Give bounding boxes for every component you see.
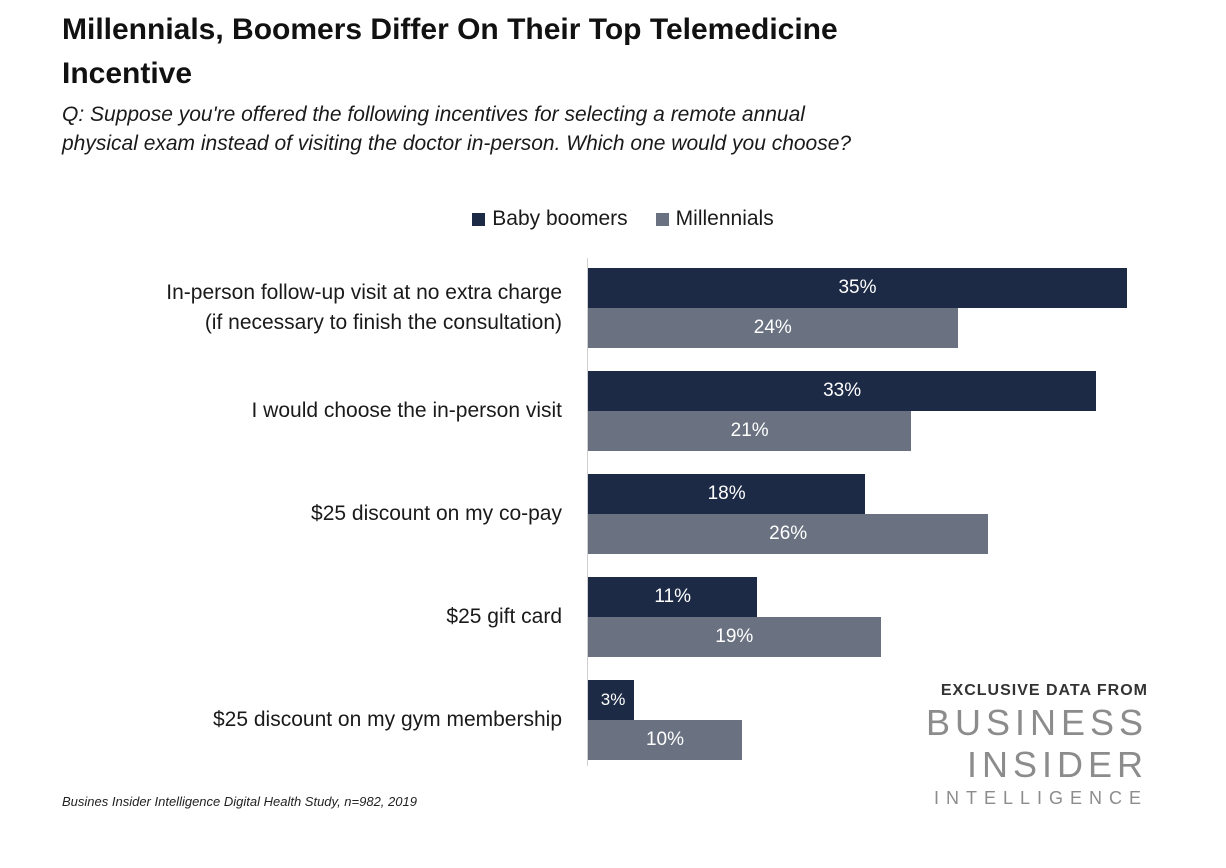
category-axis-line (587, 258, 588, 766)
category-label-line: (if necessary to finish the consultation… (204, 311, 562, 334)
data-label: 33% (823, 380, 862, 401)
chart-title: Millennials, Boomers Differ On Their Top… (62, 13, 838, 90)
category-label-line: $25 discount on my gym membership (213, 708, 562, 731)
category-label-line: In-person follow-up visit at no extra ch… (166, 281, 562, 304)
category-label-line: $25 gift card (446, 605, 562, 628)
category-label-line: $25 discount on my co-pay (311, 502, 562, 525)
legend-item-millennials: Millennials (655, 204, 774, 234)
category-label: $25 discount on my gym membership (213, 705, 562, 735)
logo-line-intelligence: INTELLIGENCE (933, 788, 1148, 808)
bar-baby-boomers (588, 577, 758, 617)
legend-swatch-millennials (655, 212, 669, 226)
legend-label-millennials: Millennials (675, 207, 774, 230)
category-label-line: I would choose the in-person visit (251, 399, 563, 422)
data-label: 11% (654, 586, 691, 607)
data-label: 21% (730, 420, 769, 441)
bar-millennials (588, 411, 912, 451)
chart-subtitle: Q: Suppose you're offered the following … (62, 103, 852, 155)
legend-item-baby-boomers: Baby boomers (472, 204, 628, 234)
category-label: $25 discount on my co-pay (311, 499, 562, 529)
logo-kicker: EXCLUSIVE DATA FROM (940, 682, 1148, 699)
data-label: 19% (715, 626, 754, 647)
data-label: 10% (645, 729, 685, 750)
bar-millennials (588, 514, 989, 554)
data-label: 26% (769, 523, 808, 544)
category-label: $25 gift card (446, 602, 562, 632)
data-label: 24% (753, 317, 792, 338)
logo-line-insider: INSIDER (966, 744, 1148, 785)
bar-baby-boomers (588, 680, 635, 720)
legend-swatch-baby-boomers (472, 212, 486, 226)
legend: Baby boomers Millennials (0, 204, 1226, 234)
category-label: I would choose the in-person visit (252, 396, 563, 426)
bar-millennials (588, 720, 742, 760)
bar-millennials (588, 617, 881, 657)
business-insider-logo: EXCLUSIVE DATA FROM BUSINESS INSIDER INT… (926, 682, 1148, 809)
data-label: 18% (707, 483, 746, 504)
bar-baby-boomers (588, 474, 866, 514)
legend-label-baby-boomers: Baby boomers (492, 207, 628, 230)
data-label: 3% (600, 690, 626, 709)
bar-millennials (588, 308, 958, 348)
source-note: Busines Insider Intelligence Digital Hea… (62, 794, 417, 809)
logo-line-business: BUSINESS (925, 702, 1148, 743)
bar-baby-boomers (588, 371, 1097, 411)
category-label: In-person follow-up visit at no extra ch… (166, 278, 562, 338)
data-label: 35% (838, 277, 877, 298)
bar-baby-boomers (588, 268, 1127, 308)
